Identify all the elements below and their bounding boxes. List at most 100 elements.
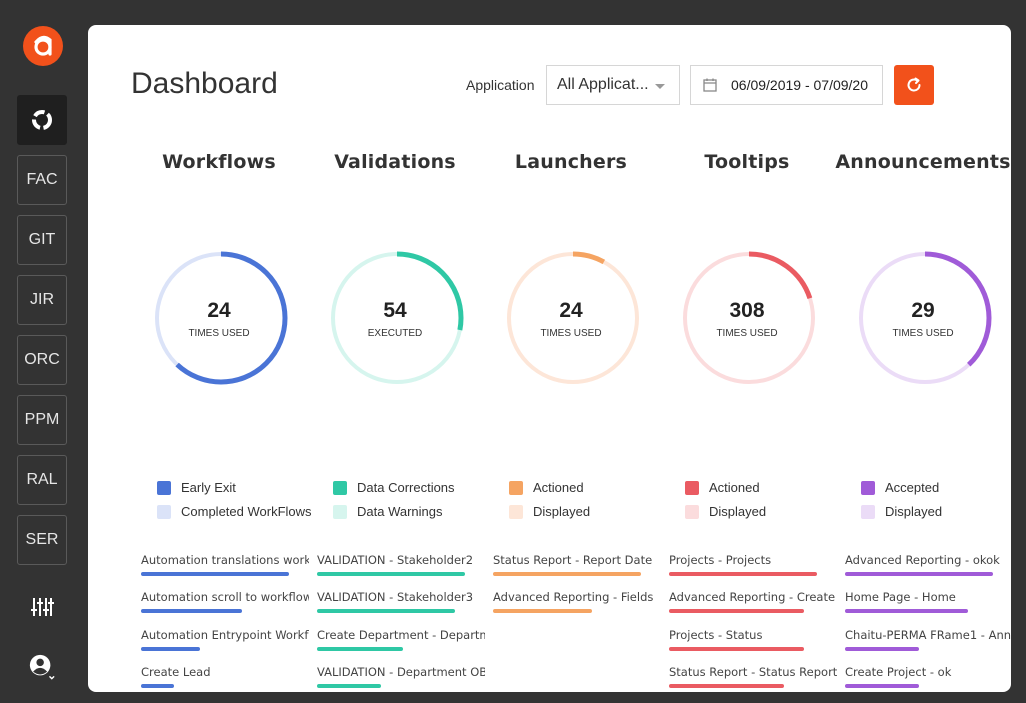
refresh-button[interactable]: [894, 65, 934, 105]
sidebar-item-fac[interactable]: FAC: [17, 155, 67, 205]
list-item[interactable]: Create Project - ok: [845, 665, 1011, 688]
sidebar: FAC GIT JIR ORC PPM RAL SER: [0, 0, 88, 703]
sidebar-item-jir[interactable]: JIR: [17, 275, 67, 325]
legend-label: Displayed: [533, 504, 591, 519]
application-select[interactable]: All Applicat...: [546, 65, 680, 105]
metric-caption: TIMES USED: [892, 328, 954, 339]
legend-swatch: [333, 480, 347, 495]
list-item[interactable]: Advanced Reporting - okok: [845, 553, 1011, 576]
list-item[interactable]: Automation scroll to workflow.: [141, 590, 311, 613]
legend-swatch: [509, 504, 523, 519]
application-select-value: All Applicat...: [557, 76, 649, 93]
usage-bar: [669, 647, 804, 651]
user-avatar[interactable]: [28, 653, 56, 681]
list-item[interactable]: VALIDATION - Stakeholder3: [317, 590, 487, 613]
usage-bar: [493, 609, 593, 613]
application-label: Application: [466, 77, 535, 93]
user-icon: [29, 654, 55, 680]
list-item[interactable]: Projects - Status: [669, 628, 839, 651]
list-item-label: Projects - Status: [669, 628, 763, 642]
list-item-label: Automation translations workfl: [141, 553, 309, 567]
legend-swatch: [157, 480, 171, 495]
list-item-label: Create Lead: [141, 665, 211, 679]
sidebar-item-ral[interactable]: RAL: [17, 455, 67, 505]
legend-swatch: [685, 504, 699, 519]
ring-progress-arc: [154, 251, 288, 385]
legend-label: Actioned: [709, 480, 760, 495]
card-title: Announcements: [835, 151, 1011, 173]
list-item-label: Status Report - Report Date: [493, 553, 653, 567]
usage-bar: [845, 572, 993, 576]
usage-bar: [669, 572, 817, 576]
usage-bar: [141, 684, 174, 688]
legend-swatch: [509, 480, 523, 495]
list-item-label: Advanced Reporting - Create: [669, 590, 836, 604]
metric-value: 54: [383, 299, 407, 322]
sidebar-item-label: ORC: [24, 351, 60, 368]
legend-label: Accepted: [885, 480, 940, 495]
analytics-ring-icon: [32, 110, 52, 130]
legend-item: Accepted: [861, 480, 939, 495]
ring-progress-arc: [506, 251, 640, 385]
metric-caption: TIMES USED: [188, 328, 250, 339]
sidebar-item-label: RAL: [26, 471, 58, 488]
list-item[interactable]: Automation translations workfl: [141, 553, 311, 576]
list-item[interactable]: VALIDATION - Stakeholder2: [317, 553, 487, 576]
sidebar-item-label: SER: [25, 531, 59, 548]
legend-item: Displayed: [509, 504, 590, 519]
usage-bar: [669, 684, 785, 688]
usage-bar: [317, 684, 381, 688]
list-item[interactable]: Advanced Reporting - Fields: [493, 590, 663, 613]
legend-item: Early Exit: [157, 480, 236, 495]
sidebar-item-analytics[interactable]: [17, 95, 67, 145]
usage-bar: [493, 572, 641, 576]
legend-swatch: [685, 480, 699, 495]
list-item[interactable]: Home Page - Home: [845, 590, 1011, 613]
usage-ring-chart: [682, 251, 816, 385]
list-item-label: Advanced Reporting - okok: [845, 553, 1000, 567]
sidebar-item-git[interactable]: GIT: [17, 215, 67, 265]
list-item[interactable]: Status Report - Status Report N: [669, 665, 839, 688]
metric-caption: TIMES USED: [716, 328, 778, 339]
usage-ring-chart: [154, 251, 288, 385]
usage-ring-chart: [506, 251, 640, 385]
list-item-label: VALIDATION - Stakeholder2: [317, 553, 474, 567]
legend-label: Displayed: [885, 504, 943, 519]
usage-bar: [669, 609, 804, 613]
sidebar-item-ppm[interactable]: PPM: [17, 395, 67, 445]
metric-value: 308: [729, 299, 765, 322]
list-item[interactable]: VALIDATION - Department OBS: [317, 665, 487, 688]
metric-caption: EXECUTED: [367, 328, 423, 339]
settings-sliders-icon[interactable]: [28, 593, 56, 621]
list-item[interactable]: Automation Entrypoint Workflo: [141, 628, 311, 651]
metric-value: 24: [207, 299, 231, 322]
legend-item: Displayed: [685, 504, 766, 519]
usage-bar: [845, 647, 919, 651]
card-title: Workflows: [162, 151, 276, 173]
list-item-label: VALIDATION - Stakeholder3: [317, 590, 474, 604]
list-item[interactable]: Create Department - Departme: [317, 628, 487, 651]
main-panel: Dashboard Application All Applicat... 06…: [88, 25, 1011, 692]
sidebar-item-ser[interactable]: SER: [17, 515, 67, 565]
usage-ring-chart: [858, 251, 992, 385]
sidebar-item-orc[interactable]: ORC: [17, 335, 67, 385]
legend-item: Actioned: [685, 480, 760, 495]
sidebar-item-label: JIR: [30, 291, 54, 308]
list-item-label: Home Page - Home: [845, 590, 956, 604]
legend-item: Actioned: [509, 480, 584, 495]
list-item-label: VALIDATION - Department OBS: [317, 665, 485, 679]
list-item[interactable]: Advanced Reporting - Create: [669, 590, 839, 613]
sliders-icon: [31, 598, 54, 616]
list-item-label: Chaitu-PERMA FRame1 - Anno: [845, 628, 1011, 642]
app-logo[interactable]: [23, 26, 63, 66]
calendar-icon: [703, 78, 717, 92]
usage-bar: [141, 572, 289, 576]
list-item[interactable]: Create Lead: [141, 665, 311, 688]
metric-value: 24: [559, 299, 583, 322]
date-range-picker[interactable]: 06/09/2019 - 07/09/20: [690, 65, 883, 105]
list-item[interactable]: Status Report - Report Date: [493, 553, 663, 576]
list-item[interactable]: Chaitu-PERMA FRame1 - Anno: [845, 628, 1011, 651]
list-item[interactable]: Projects - Projects: [669, 553, 839, 576]
list-item-label: Automation Entrypoint Workflo: [141, 628, 309, 642]
legend-label: Completed WorkFlows: [181, 504, 312, 519]
